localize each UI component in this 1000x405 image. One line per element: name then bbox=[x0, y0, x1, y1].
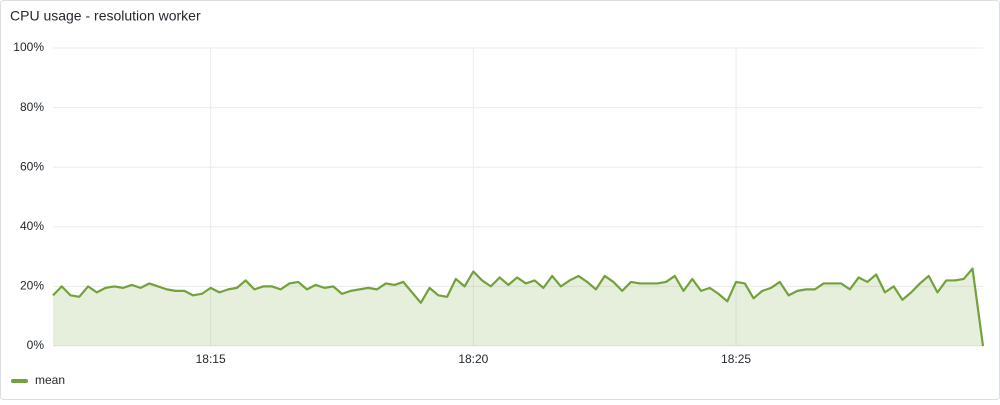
y-tick-label: 20% bbox=[20, 279, 44, 293]
y-tick-label: 40% bbox=[20, 219, 44, 233]
y-tick-label: 60% bbox=[20, 159, 44, 173]
area-fill bbox=[53, 268, 983, 346]
x-tick-label: 18:20 bbox=[458, 352, 488, 366]
x-tick-label: 18:15 bbox=[196, 352, 226, 366]
y-tick-label: 0% bbox=[27, 338, 45, 352]
y-tick-label: 100% bbox=[13, 40, 44, 54]
legend-label: mean bbox=[35, 373, 65, 387]
panel-title: CPU usage - resolution worker bbox=[10, 8, 201, 24]
series-line bbox=[52, 267, 985, 347]
y-tick-label: 80% bbox=[20, 100, 44, 114]
x-tick-label: 18:25 bbox=[721, 352, 751, 366]
